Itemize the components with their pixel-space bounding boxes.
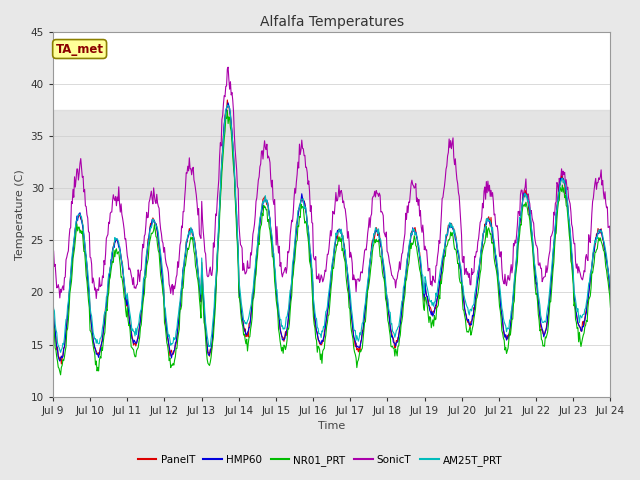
X-axis label: Time: Time: [318, 421, 345, 432]
NR01_PRT: [174, 336, 182, 342]
Line: NR01_PRT: NR01_PRT: [53, 110, 611, 375]
PanelT: [49, 300, 57, 306]
AM25T_PRT: [223, 102, 231, 108]
HMP60: [174, 325, 182, 331]
NR01_PRT: [204, 357, 211, 362]
HMP60: [49, 304, 57, 310]
Line: PanelT: PanelT: [53, 100, 611, 364]
NR01_PRT: [607, 304, 614, 310]
Text: TA_met: TA_met: [56, 43, 104, 56]
SonicT: [417, 224, 425, 229]
AM25T_PRT: [117, 255, 125, 261]
NR01_PRT: [401, 291, 409, 297]
AM25T_PRT: [57, 349, 65, 355]
Bar: [53, 110, 611, 199]
AM25T_PRT: [607, 284, 614, 289]
SonicT: [92, 296, 100, 301]
PanelT: [174, 328, 182, 334]
Line: HMP60: HMP60: [53, 103, 611, 361]
PanelT: [60, 345, 68, 351]
SonicT: [174, 259, 182, 264]
SonicT: [204, 273, 211, 278]
PanelT: [204, 342, 211, 348]
Line: SonicT: SonicT: [53, 67, 611, 299]
HMP60: [204, 345, 211, 350]
PanelT: [58, 361, 65, 367]
PanelT: [117, 254, 125, 260]
NR01_PRT: [223, 107, 231, 113]
SonicT: [49, 243, 57, 249]
PanelT: [417, 268, 425, 274]
SonicT: [59, 283, 67, 289]
HMP60: [607, 289, 614, 295]
PanelT: [223, 97, 231, 103]
AM25T_PRT: [174, 317, 182, 323]
PanelT: [401, 277, 409, 283]
NR01_PRT: [60, 358, 68, 363]
NR01_PRT: [417, 276, 425, 281]
NR01_PRT: [57, 372, 65, 378]
Title: Alfalfa Temperatures: Alfalfa Temperatures: [260, 15, 404, 29]
AM25T_PRT: [401, 276, 409, 281]
HMP60: [60, 347, 68, 352]
AM25T_PRT: [60, 341, 68, 347]
SonicT: [117, 201, 125, 207]
HMP60: [417, 266, 425, 272]
PanelT: [607, 290, 614, 296]
HMP60: [401, 279, 409, 285]
HMP60: [117, 255, 125, 261]
NR01_PRT: [49, 308, 57, 314]
Line: AM25T_PRT: AM25T_PRT: [53, 105, 611, 352]
AM25T_PRT: [49, 296, 57, 301]
AM25T_PRT: [417, 262, 425, 268]
HMP60: [56, 358, 63, 364]
AM25T_PRT: [204, 333, 211, 339]
Legend: PanelT, HMP60, NR01_PRT, SonicT, AM25T_PRT: PanelT, HMP60, NR01_PRT, SonicT, AM25T_P…: [134, 451, 506, 470]
SonicT: [607, 242, 614, 248]
Y-axis label: Temperature (C): Temperature (C): [15, 169, 25, 260]
SonicT: [401, 231, 409, 237]
HMP60: [224, 100, 232, 106]
NR01_PRT: [117, 275, 125, 280]
SonicT: [224, 64, 232, 70]
